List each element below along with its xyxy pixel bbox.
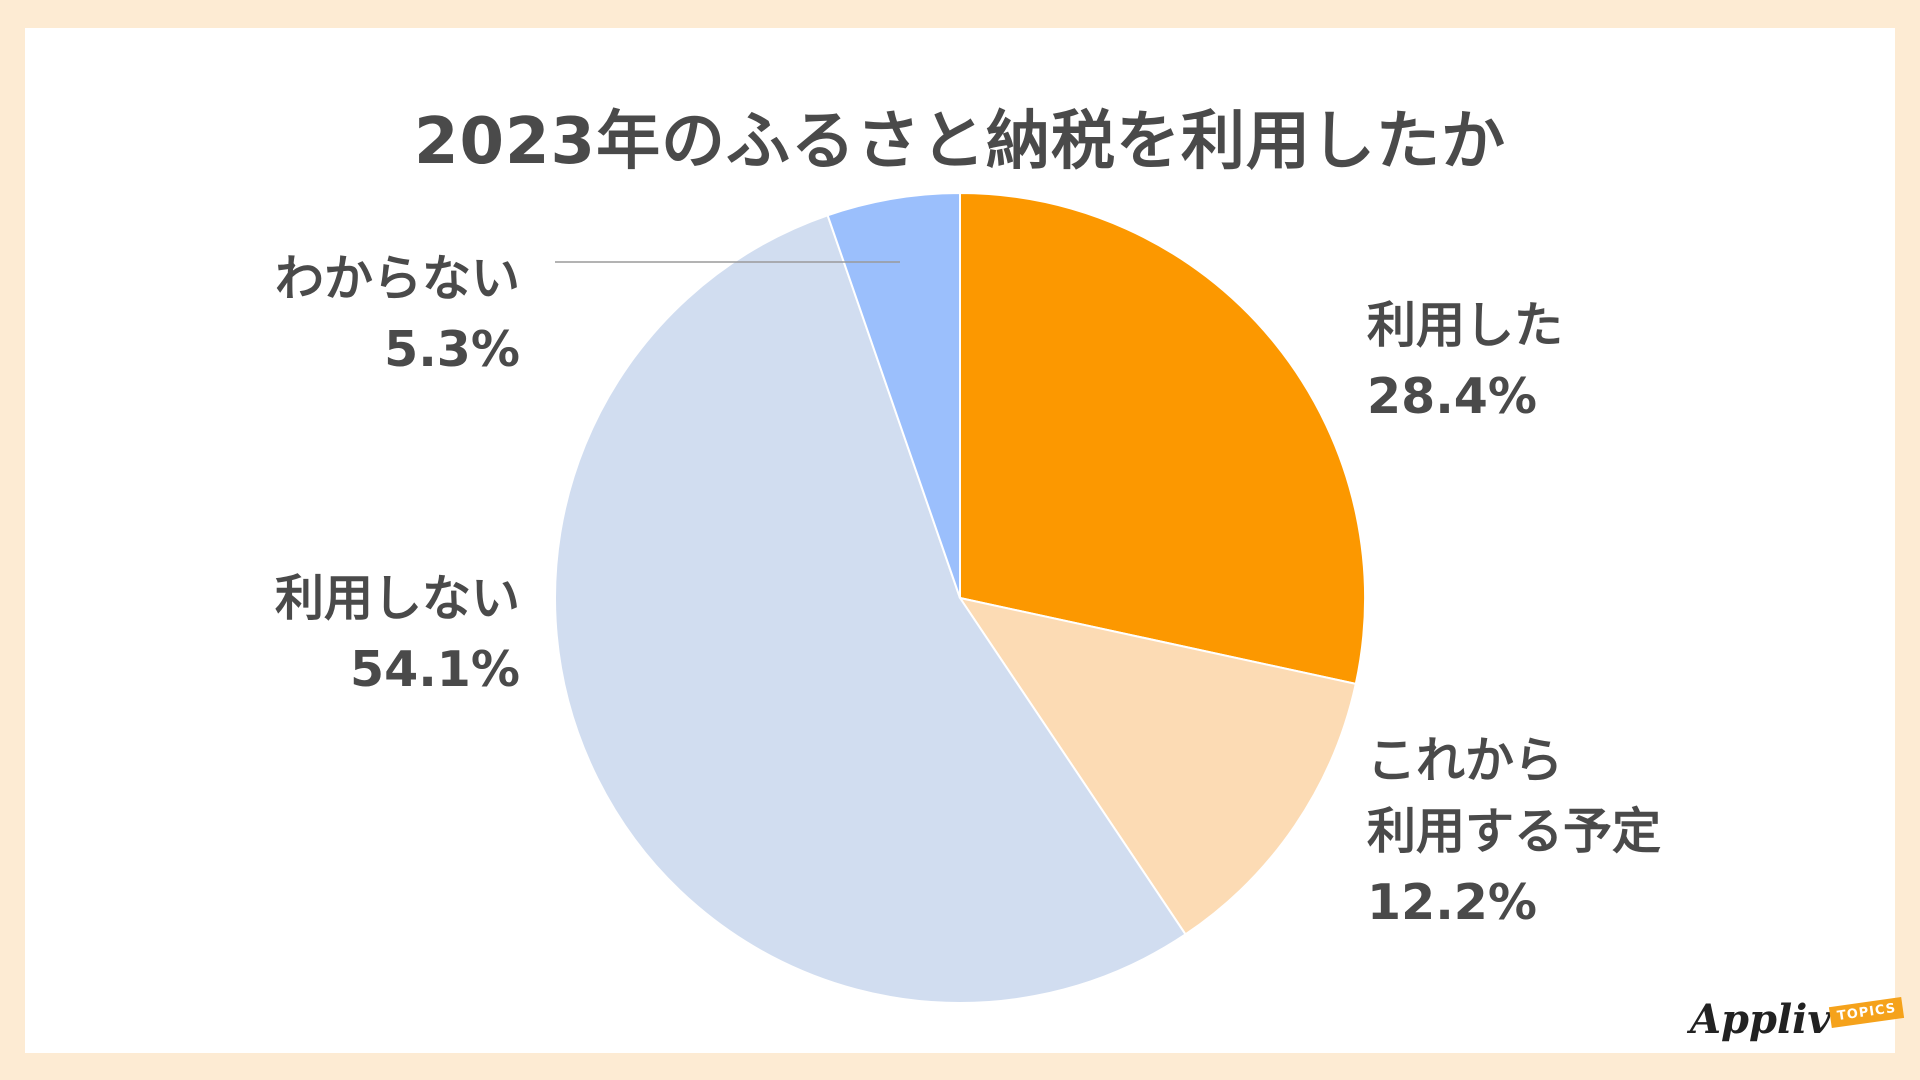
label-not-used-value: 54.1% xyxy=(350,641,520,699)
pie-slice-unknown xyxy=(826,191,961,599)
label-unknown: わからない 5.3% xyxy=(275,243,520,385)
label-not-used: 利用しない 54.1% xyxy=(275,563,520,705)
chart-card: 2023年のふるさと納税を利用したか 利用した 28.4% これから 利用する予… xyxy=(25,28,1905,1053)
label-used: 利用した 28.4% xyxy=(1367,290,1563,432)
label-used-name: 利用した xyxy=(1367,297,1564,354)
pie-slice-planned xyxy=(957,596,1357,936)
label-planned-name-1: これから xyxy=(1367,732,1564,789)
appliv-logo: Appliv TOPICS xyxy=(1690,968,1905,1058)
chart-title: 2023年のふるさと納税を利用したか xyxy=(413,105,1507,179)
label-planned-value: 12.2% xyxy=(1367,874,1537,932)
pie-slice-not-used xyxy=(554,213,1187,1004)
label-used-value: 28.4% xyxy=(1367,368,1537,426)
logo-wordmark: Appliv xyxy=(1690,996,1831,1043)
label-planned: これから 利用する予定 12.2% xyxy=(1367,725,1661,938)
pie-chart xyxy=(554,191,1366,1004)
label-planned-name-2: 利用する予定 xyxy=(1367,803,1662,861)
label-unknown-name: わからない xyxy=(274,250,520,307)
label-unknown-value: 5.3% xyxy=(384,321,520,379)
pie-slice-used xyxy=(959,191,1366,686)
label-not-used-name: 利用しない xyxy=(274,570,520,627)
